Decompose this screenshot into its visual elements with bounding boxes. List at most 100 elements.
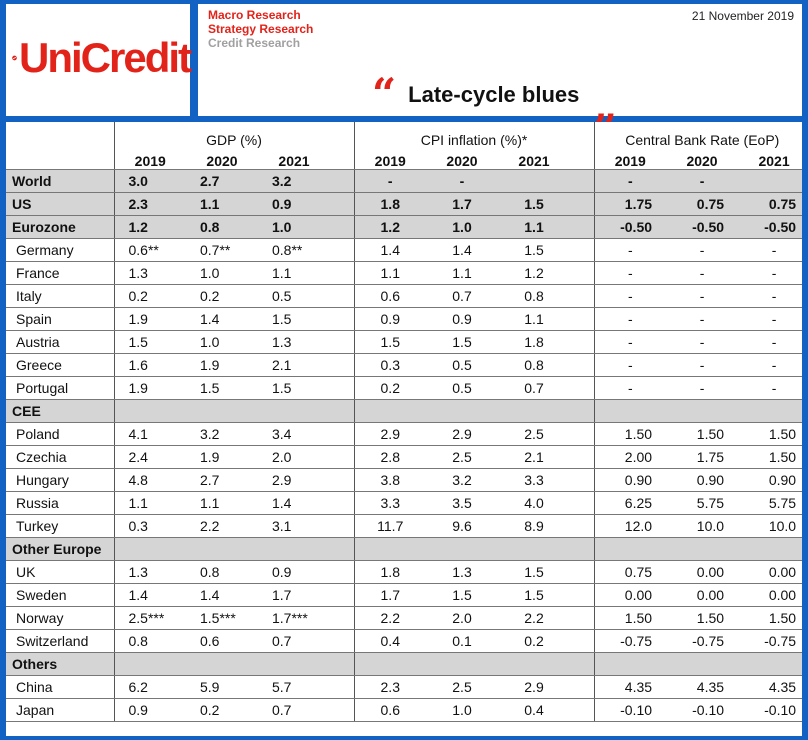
cpi-value: 3.5 xyxy=(426,491,498,515)
row-label: Other Europe xyxy=(6,537,114,561)
rate-value: 0.75 xyxy=(738,192,802,216)
spacer-cell xyxy=(330,307,354,331)
gdp-value: 1.3 xyxy=(113,261,186,285)
gdp-value: 1.5 xyxy=(258,376,330,400)
gdp-value: 0.2 xyxy=(186,284,258,308)
cpi-value: 0.7 xyxy=(426,284,498,308)
gdp-value: 2.7 xyxy=(186,468,258,492)
gdp-value: 4.1 xyxy=(113,422,186,446)
cpi-value: 1.5 xyxy=(498,192,570,216)
rate-value: 6.25 xyxy=(593,491,667,515)
gdp-value: 2.4 xyxy=(113,445,186,469)
cpi-value: 0.8 xyxy=(498,284,570,308)
section-rate-cell xyxy=(593,537,802,561)
rate-value: -0.75 xyxy=(738,629,802,653)
row-label: Italy xyxy=(6,284,114,308)
rate-value: 1.50 xyxy=(738,445,802,469)
rate-value: 10.0 xyxy=(666,514,739,538)
cpi-value: 1.1 xyxy=(498,307,570,331)
section-gdp-cell xyxy=(113,399,354,423)
table-row: Portugal 1.9 1.5 1.5 0.2 0.5 0.7- - - xyxy=(6,376,802,400)
table-row: Austria 1.5 1.0 1.3 1.5 1.5 1.8- - - xyxy=(6,330,802,354)
cpi-value: 2.8 xyxy=(353,445,426,469)
row-label: France xyxy=(6,261,114,285)
gdp-value: 0.8 xyxy=(113,629,186,653)
gdp-value: 1.1 xyxy=(186,491,258,515)
gdp-value: 1.5 xyxy=(258,307,330,331)
gdp-value: 3.0 xyxy=(113,169,186,193)
gdp-value: 1.0 xyxy=(186,261,258,285)
spacer-cell xyxy=(570,148,595,170)
cpi-value: 8.9 xyxy=(498,514,570,538)
section-cpi-cell xyxy=(353,537,595,561)
section-cpi-cell xyxy=(353,652,595,676)
rate-value: - xyxy=(738,330,802,354)
spacer-cell xyxy=(330,330,354,354)
spacer-cell xyxy=(330,514,354,538)
row-label: Sweden xyxy=(6,583,114,607)
cpi-value: 0.5 xyxy=(426,376,498,400)
cpi-value: 1.5 xyxy=(498,560,570,584)
cpi-value: 1.3 xyxy=(426,560,498,584)
year-header-rate: 2020 xyxy=(666,148,739,170)
spacer-cell xyxy=(330,169,354,193)
unicredit-logo: UniCredit xyxy=(6,30,192,86)
spacer-cell xyxy=(570,215,595,239)
spacer-cell xyxy=(570,491,595,515)
rate-value: 10.0 xyxy=(738,514,802,538)
gdp-value: 0.8 xyxy=(186,560,258,584)
row-label: Norway xyxy=(6,606,114,630)
spacer-cell xyxy=(570,560,595,584)
gdp-value: 1.9 xyxy=(113,376,186,400)
spacer-cell xyxy=(570,698,595,722)
gdp-value: 1.6 xyxy=(113,353,186,377)
cpi-value: 0.6 xyxy=(353,698,426,722)
row-label: Japan xyxy=(6,698,114,722)
year-header-gdp: 2021 xyxy=(258,148,330,170)
rate-value: 0.00 xyxy=(738,560,802,584)
quote-open-icon: “ xyxy=(372,69,397,118)
gdp-value: 1.4 xyxy=(186,307,258,331)
cpi-value: 1.2 xyxy=(498,261,570,285)
rate-value: 1.75 xyxy=(593,192,667,216)
spacer-cell xyxy=(570,261,595,285)
gdp-value: 1.9 xyxy=(186,353,258,377)
cpi-value: 2.1 xyxy=(498,445,570,469)
rate-value xyxy=(738,169,802,193)
rate-value: 5.75 xyxy=(738,491,802,515)
cpi-value: 1.4 xyxy=(353,238,426,262)
cpi-value: 1.8 xyxy=(353,560,426,584)
gdp-value: 0.3 xyxy=(113,514,186,538)
rate-value: 0.00 xyxy=(593,583,667,607)
table-row: China 6.2 5.9 5.7 2.3 2.5 2.9 4.35 4.35 4.35 xyxy=(6,675,802,699)
rate-value: - xyxy=(593,307,667,331)
table-row: UK 1.3 0.8 0.9 1.8 1.3 1.5 0.75 0.00 0.00 xyxy=(6,560,802,584)
spacer-cell xyxy=(330,583,354,607)
rate-value: -0.75 xyxy=(593,629,667,653)
rate-value: - xyxy=(593,169,667,193)
spacer-cell xyxy=(330,675,354,699)
row-label-header xyxy=(6,148,114,170)
rate-value: 12.0 xyxy=(593,514,667,538)
cpi-value: 3.3 xyxy=(498,468,570,492)
spacer-cell xyxy=(570,353,595,377)
gdp-value: 3.1 xyxy=(258,514,330,538)
rate-value: - xyxy=(593,353,667,377)
cpi-value: 2.5 xyxy=(426,445,498,469)
rate-value: -0.10 xyxy=(593,698,667,722)
cpi-value: 3.8 xyxy=(353,468,426,492)
rate-value: - xyxy=(738,307,802,331)
rate-value: 2.00 xyxy=(593,445,667,469)
cpi-value: 0.6 xyxy=(353,284,426,308)
rate-value: -0.10 xyxy=(738,698,802,722)
row-label: Hungary xyxy=(6,468,114,492)
rate-value: - xyxy=(593,261,667,285)
cpi-value: 1.1 xyxy=(498,215,570,239)
rate-value: - xyxy=(593,376,667,400)
cpi-value: 1.0 xyxy=(426,698,498,722)
unicredit-logo-icon xyxy=(12,55,17,61)
spacer-cell xyxy=(330,148,354,170)
cpi-value: 0.9 xyxy=(426,307,498,331)
rate-value: - xyxy=(666,376,739,400)
